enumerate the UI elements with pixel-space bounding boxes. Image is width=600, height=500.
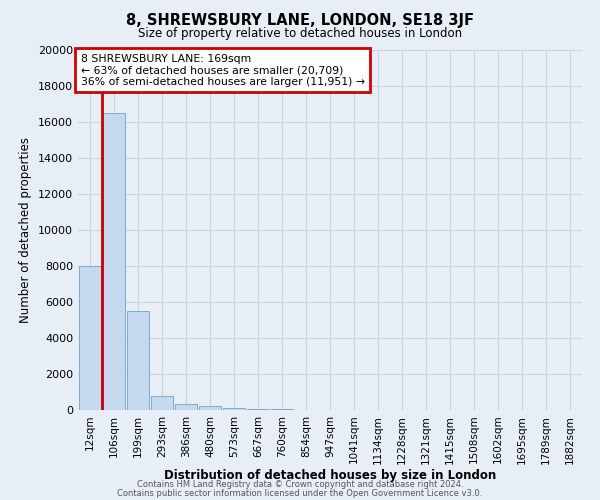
Bar — [127, 311, 149, 410]
Bar — [103, 113, 125, 410]
Y-axis label: Number of detached properties: Number of detached properties — [19, 137, 32, 323]
Text: Contains HM Land Registry data © Crown copyright and database right 2024.: Contains HM Land Registry data © Crown c… — [137, 480, 463, 489]
Bar — [79, 266, 101, 410]
Bar — [271, 409, 293, 410]
X-axis label: Distribution of detached houses by size in London: Distribution of detached houses by size … — [164, 469, 496, 482]
Bar — [223, 408, 245, 410]
Bar — [247, 408, 269, 410]
Bar — [151, 396, 173, 410]
Text: 8, SHREWSBURY LANE, LONDON, SE18 3JF: 8, SHREWSBURY LANE, LONDON, SE18 3JF — [126, 12, 474, 28]
Text: 8 SHREWSBURY LANE: 169sqm
← 63% of detached houses are smaller (20,709)
36% of s: 8 SHREWSBURY LANE: 169sqm ← 63% of detac… — [80, 54, 365, 87]
Bar — [199, 406, 221, 410]
Text: Contains public sector information licensed under the Open Government Licence v3: Contains public sector information licen… — [118, 488, 482, 498]
Text: Size of property relative to detached houses in London: Size of property relative to detached ho… — [138, 28, 462, 40]
Bar — [175, 404, 197, 410]
